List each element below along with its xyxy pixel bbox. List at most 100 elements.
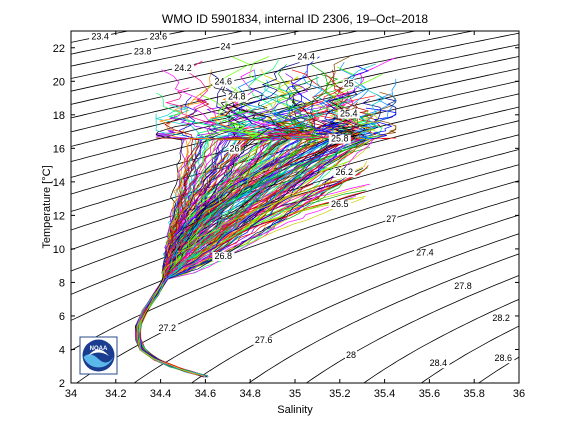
y-tick-label: 16: [53, 143, 65, 155]
profile-line: [136, 155, 204, 377]
density-contour-line: [478, 356, 519, 383]
density-contour-line: [363, 298, 519, 383]
contour-label: 27.8: [454, 281, 472, 291]
y-tick-label: 22: [53, 43, 65, 55]
density-contour-line: [71, 31, 303, 79]
density-contour-line: [71, 180, 519, 351]
y-tick-label: 4: [59, 344, 65, 356]
contour-label: 28.2: [492, 313, 510, 323]
x-tick-label: 34.4: [150, 388, 171, 400]
contour-label-bg: [147, 32, 170, 42]
x-tick-label: 36: [513, 388, 525, 400]
contour-label: 25.4: [340, 108, 358, 118]
contour-label: 26: [230, 144, 240, 154]
profile-line: [136, 143, 340, 377]
density-contour-line: [420, 325, 519, 383]
density-contour-line: [71, 31, 360, 92]
contour-label-bg: [345, 350, 357, 360]
density-contour-line: [190, 233, 519, 383]
profile-line: [136, 63, 386, 377]
contour-label: 27.2: [159, 323, 177, 333]
profiles: [135, 55, 397, 378]
contour-label-bg: [337, 109, 360, 119]
density-contour-line: [133, 214, 519, 383]
contour-label: 28.6: [495, 353, 513, 363]
contour-label: 27: [386, 214, 396, 224]
profile-line: [138, 123, 264, 377]
x-tick-label: 34.8: [239, 388, 260, 400]
contour-label: 28.4: [430, 358, 448, 368]
contour-label: 27.4: [416, 248, 434, 258]
contour-label-bg: [89, 32, 112, 42]
density-contour-line: [71, 31, 418, 105]
density-contour-line: [71, 31, 475, 119]
contour-label-bg: [342, 79, 355, 89]
y-tick-label: 2: [59, 378, 65, 390]
contour-label: 25: [344, 78, 354, 88]
y-tick-label: 6: [59, 311, 65, 323]
x-tick-label: 35.2: [329, 388, 350, 400]
contour-label-bg: [385, 215, 398, 225]
profile-line: [136, 152, 265, 377]
contour-label-bg: [295, 52, 318, 62]
density-contour-line: [49, 15, 98, 25]
noaa-logo-text: NOAA: [90, 346, 108, 352]
y-tick-label: 20: [53, 76, 65, 88]
contour-label: 28: [346, 350, 356, 360]
contour-label-bg: [212, 251, 235, 261]
contour-label-bg: [212, 77, 235, 87]
contour-label: 26.2: [336, 167, 354, 177]
contour-label-bg: [225, 92, 248, 102]
contour-label: 24.6: [215, 77, 233, 87]
contour-label: 25.8: [331, 134, 349, 144]
density-contour-line: [248, 253, 519, 383]
contour-label-bg: [333, 168, 356, 178]
density-contour-line: [71, 164, 519, 321]
contour-label: 26.5: [331, 199, 349, 209]
x-tick-label: 35.8: [463, 388, 484, 400]
contour-label-bg: [490, 313, 513, 323]
contour-label-bg: [252, 335, 275, 345]
contour-label-bg: [328, 200, 351, 209]
x-tick-label: 35.4: [374, 388, 395, 400]
density-contour-line: [71, 106, 519, 231]
density-contour-line: [75, 196, 519, 383]
profile-line: [135, 124, 367, 377]
contour-label: 24.2: [174, 63, 192, 73]
contour-label: 24: [221, 41, 231, 51]
contour-label-bg: [328, 134, 351, 144]
contour-label-bg: [427, 359, 450, 369]
x-tick-label: 34.2: [105, 388, 126, 400]
x-axis: 34 34.2 34.4 34.6 34.8 35 35.2 35.4 35.6 35.8 36: [65, 31, 525, 400]
y-tick-label: 8: [59, 277, 65, 289]
y-tick-label: 10: [53, 244, 65, 256]
contour-label-bg: [156, 324, 179, 334]
x-axis-label: Salinity: [277, 404, 313, 416]
density-contour-line: [71, 31, 245, 67]
contour-labels: 23.4 23.6 23.8 24 24.2 24.4 24.6 24.8 25 25.4 25.8…: [89, 31, 515, 369]
contour-label-bg: [228, 144, 241, 154]
x-tick-label: 35.6: [419, 388, 440, 400]
contour-label: 23.6: [150, 31, 168, 41]
x-tick-label: 34: [65, 388, 77, 400]
contour-label: 26.8: [215, 251, 233, 261]
noaa-logo: NOAA: [79, 336, 118, 375]
x-tick-label: 34.6: [195, 388, 216, 400]
contour-label: 27.6: [255, 335, 273, 345]
y-tick-label: 12: [53, 210, 65, 222]
density-contour-line: [305, 275, 519, 383]
contour-label-bg: [219, 42, 232, 52]
noaa-logo-wave: [83, 354, 114, 368]
profile-line: [136, 178, 343, 377]
contour-label-bg: [172, 64, 194, 74]
contour-label-bg: [131, 47, 154, 57]
contour-label: 24.4: [297, 51, 315, 61]
contour-label-bg: [452, 282, 474, 292]
noaa-logo-bird: [88, 349, 109, 356]
y-tick-label: 18: [53, 110, 65, 122]
chart-title: WMO ID 5901834, internal ID 2306, 19–Oct…: [162, 12, 428, 26]
contour-label-bg: [413, 248, 436, 258]
contour-label: 23.4: [91, 31, 109, 41]
